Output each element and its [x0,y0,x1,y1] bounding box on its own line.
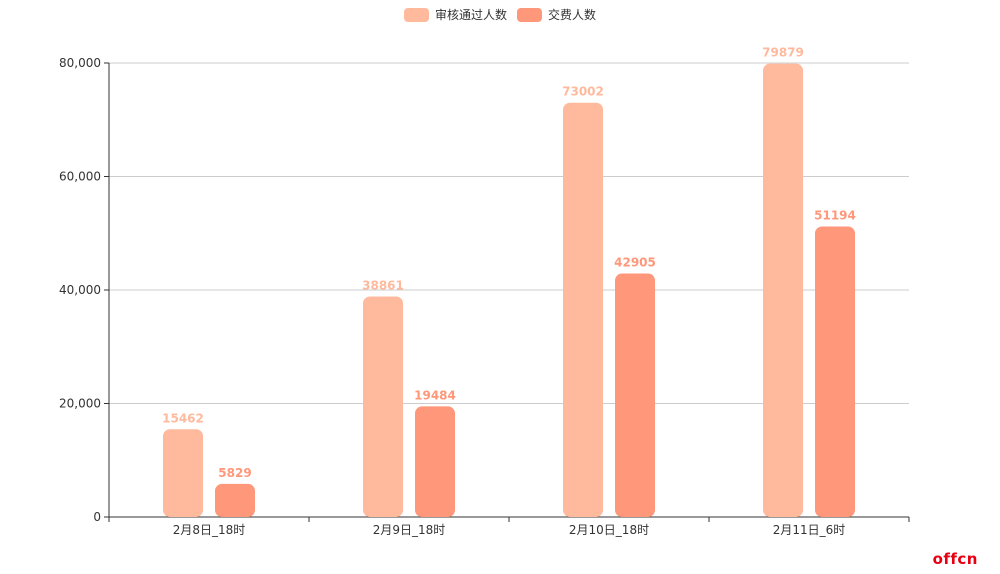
y-tick-label: 40,000 [59,283,101,297]
data-label: 42905 [614,256,656,270]
data-label: 15462 [162,411,204,425]
bar-1 [563,102,603,517]
data-label: 51194 [814,208,856,222]
y-tick-label: 60,000 [59,170,101,184]
data-label: 79879 [762,46,804,60]
y-tick-label: 0 [93,510,101,524]
x-tick-label: 2月9日_18时 [373,523,446,537]
x-tick-label: 2月8日_18时 [173,523,246,537]
data-label: 73002 [562,85,604,99]
legend-label-series-2: 交费人数 [548,8,597,22]
legend-swatch-series-2 [517,7,542,22]
legend-label-series-1: 审核通过人数 [434,8,507,22]
bar-1 [163,429,203,517]
x-tick-label: 2月11日_6时 [773,523,846,537]
data-label: 38861 [362,278,404,292]
y-tick-label: 20,000 [59,397,101,411]
legend-item-series-2[interactable]: 交费人数 [517,6,596,23]
bar-2 [815,226,855,517]
bar-1 [363,296,403,517]
x-tick-label: 2月10日_18时 [569,523,649,537]
y-tick-label: 80,000 [59,56,101,70]
bar-2 [415,406,455,517]
bar-1 [763,63,803,517]
data-label: 5829 [218,466,251,480]
bar-2 [215,483,255,517]
chart-legend: 审核通过人数 交费人数 [0,6,1000,23]
bar-2 [615,273,655,517]
legend-swatch-series-1 [403,7,429,22]
legend-item-series-1[interactable]: 审核通过人数 [403,6,507,23]
data-label: 19484 [414,388,456,402]
offcn-watermark: offcn [932,550,978,568]
